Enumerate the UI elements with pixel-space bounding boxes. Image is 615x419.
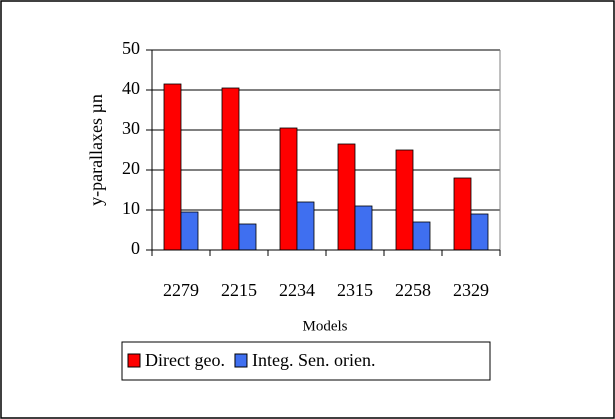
legend-label: Direct geo.: [145, 350, 225, 370]
bar: [395, 149, 414, 251]
bar: [296, 201, 315, 251]
legend-label: Integ. Sen. orien.: [252, 350, 375, 370]
bar: [354, 205, 373, 251]
x-tick-label: 2234: [279, 280, 315, 300]
y-tick-label: 30: [122, 118, 140, 138]
y-tick-label: 10: [122, 198, 140, 218]
x-tick-label: 2315: [337, 280, 373, 300]
x-tick-label: 2215: [221, 280, 257, 300]
bar: [470, 213, 489, 251]
x-tick-label: 2329: [453, 280, 489, 300]
y-tick-label: 40: [122, 78, 140, 98]
legend-box: [121, 341, 491, 381]
legend-swatch: [234, 353, 248, 368]
x-tick-label: 2258: [395, 280, 431, 300]
x-tick-label: 2279: [163, 280, 199, 300]
bar: [221, 87, 240, 251]
bar: [337, 143, 356, 251]
y-tick-label: 0: [131, 238, 140, 258]
y-tick-label: 20: [122, 158, 140, 178]
bar: [180, 211, 199, 251]
y-tick-label: 50: [122, 38, 140, 58]
legend-swatch: [127, 353, 141, 368]
bar: [163, 83, 182, 251]
bar: [453, 177, 472, 251]
x-axis-label: Models: [303, 318, 348, 334]
y-axis-label: y-parallaxes µn: [86, 94, 106, 206]
bar: [238, 223, 257, 251]
bar: [412, 221, 431, 251]
bar: [279, 127, 298, 251]
